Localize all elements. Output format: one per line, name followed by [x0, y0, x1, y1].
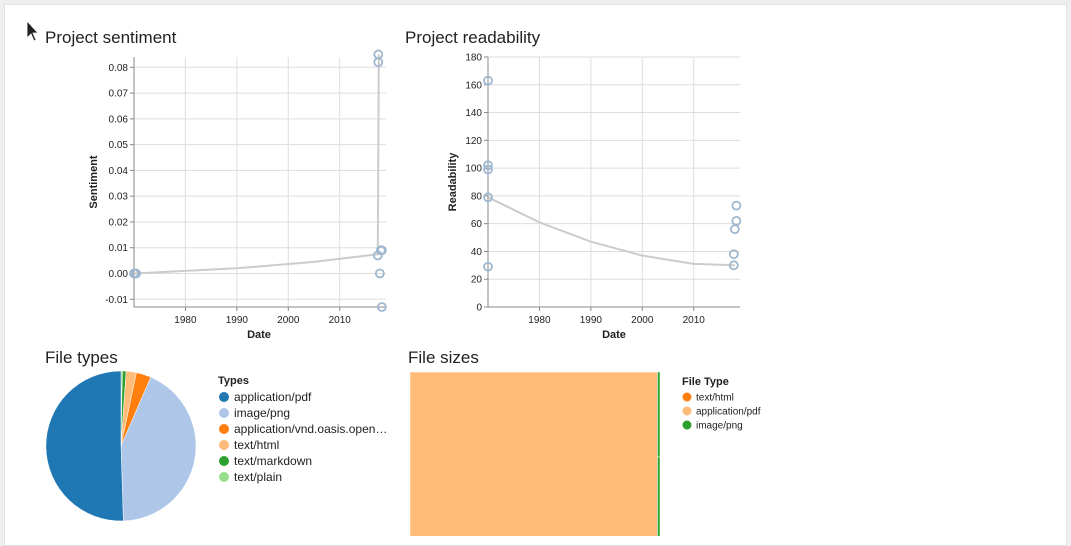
sent-y-tick-label: 0.01 — [109, 243, 129, 254]
legend-label: text/html — [696, 393, 734, 404]
pie-slice[interactable] — [45, 370, 124, 522]
legend-label: image/png — [234, 406, 290, 420]
file-sizes-title: File sizes — [408, 348, 479, 367]
sent-data-point[interactable] — [373, 57, 384, 68]
sent-x-tick-label: 1990 — [226, 315, 249, 326]
read-data-point[interactable] — [483, 192, 493, 203]
sent-y-tick-label: 0.06 — [109, 114, 129, 125]
legend-swatch — [219, 472, 229, 482]
sentiment-trend-line — [133, 54, 380, 275]
legend-label: image/png — [696, 421, 743, 432]
sentiment-chart: Project sentiment 1980 1990 2000 2010 -0.01 0… — [45, 28, 387, 341]
read-y-tick-label: 160 — [465, 80, 482, 91]
file-sizes-legend-title: File Type — [682, 376, 729, 388]
readability-title: Project readability — [405, 28, 541, 47]
readability-y-label: Readability — [447, 152, 459, 212]
legend-swatch — [219, 408, 229, 418]
read-x-tick-label: 2010 — [683, 315, 706, 326]
legend-label: text/markdown — [234, 454, 312, 468]
legend-label: text/plain — [234, 470, 282, 484]
treemap-cell[interactable] — [657, 456, 661, 536]
pie-slice[interactable] — [120, 376, 197, 522]
read-data-point[interactable] — [483, 164, 493, 175]
read-x-tick-label: 1990 — [580, 315, 603, 326]
sentiment-title: Project sentiment — [45, 28, 177, 47]
sent-y-tick-label: -0.01 — [105, 295, 128, 306]
sent-x-tick-label: 2010 — [329, 315, 352, 326]
sent-x-tick-label: 1980 — [174, 315, 197, 326]
readability-chart: Project readability 1980 1990 2000 2010 0 20 4… — [405, 28, 742, 341]
legend-swatch — [682, 420, 692, 430]
file-types-legend-title: Types — [218, 375, 249, 387]
sent-y-tick-label: 0.05 — [109, 140, 129, 151]
legend-label: application/vnd.oasis.open… — [234, 422, 387, 436]
legend-swatch — [219, 440, 229, 450]
sent-data-point[interactable] — [374, 268, 385, 279]
legend-swatch — [682, 392, 692, 402]
read-x-tick-label: 1980 — [528, 315, 551, 326]
sentiment-y-label: Sentiment — [88, 155, 100, 209]
read-y-tick-label: 140 — [465, 108, 482, 119]
read-y-tick-label: 60 — [471, 219, 483, 230]
file-types-chart: File types Types application/pdf image/pn… — [45, 348, 387, 522]
read-data-point[interactable] — [728, 249, 739, 260]
sentiment-x-label: Date — [247, 329, 271, 341]
sent-y-tick-label: 0.07 — [109, 89, 129, 100]
legend-swatch — [219, 456, 229, 466]
treemap-cell[interactable] — [657, 371, 661, 458]
read-data-point[interactable] — [483, 160, 493, 171]
sent-y-tick-label: 0.04 — [109, 166, 129, 177]
readability-trend-line — [487, 196, 735, 267]
read-y-tick-label: 120 — [465, 136, 482, 147]
sent-y-tick-label: 0.00 — [109, 269, 129, 280]
read-y-tick-label: 40 — [471, 247, 483, 258]
sent-data-point[interactable] — [131, 268, 141, 279]
read-data-point[interactable] — [483, 261, 493, 272]
legend-label: text/html — [234, 438, 279, 452]
sent-y-tick-label: 0.02 — [109, 217, 129, 228]
read-data-point[interactable] — [731, 200, 742, 211]
read-data-point[interactable] — [728, 260, 739, 271]
file-sizes-chart: File sizes File Type text/html applicatio… — [408, 348, 761, 536]
read-y-tick-label: 100 — [465, 164, 482, 175]
sent-y-tick-label: 0.03 — [109, 192, 129, 203]
mouse-cursor-icon — [26, 19, 39, 42]
sent-data-point[interactable] — [376, 302, 387, 312]
legend-swatch — [219, 424, 229, 434]
read-y-tick-label: 80 — [471, 191, 483, 202]
read-data-point[interactable] — [729, 224, 740, 235]
sent-y-tick-label: 0.08 — [109, 63, 129, 74]
treemap-cell[interactable] — [409, 371, 658, 536]
read-y-tick-label: 20 — [471, 275, 483, 286]
sent-data-point[interactable] — [376, 245, 387, 256]
sent-x-tick-label: 2000 — [277, 315, 300, 326]
read-x-tick-label: 2000 — [631, 315, 654, 326]
readability-x-label: Date — [602, 329, 626, 341]
file-types-title: File types — [45, 348, 118, 367]
read-y-tick-label: 0 — [476, 303, 482, 314]
legend-label: application/pdf — [696, 407, 761, 418]
read-data-point[interactable] — [483, 75, 493, 86]
legend-swatch — [682, 406, 692, 416]
legend-swatch — [219, 392, 229, 402]
legend-label: application/pdf — [234, 390, 312, 404]
read-y-tick-label: 180 — [465, 53, 482, 64]
